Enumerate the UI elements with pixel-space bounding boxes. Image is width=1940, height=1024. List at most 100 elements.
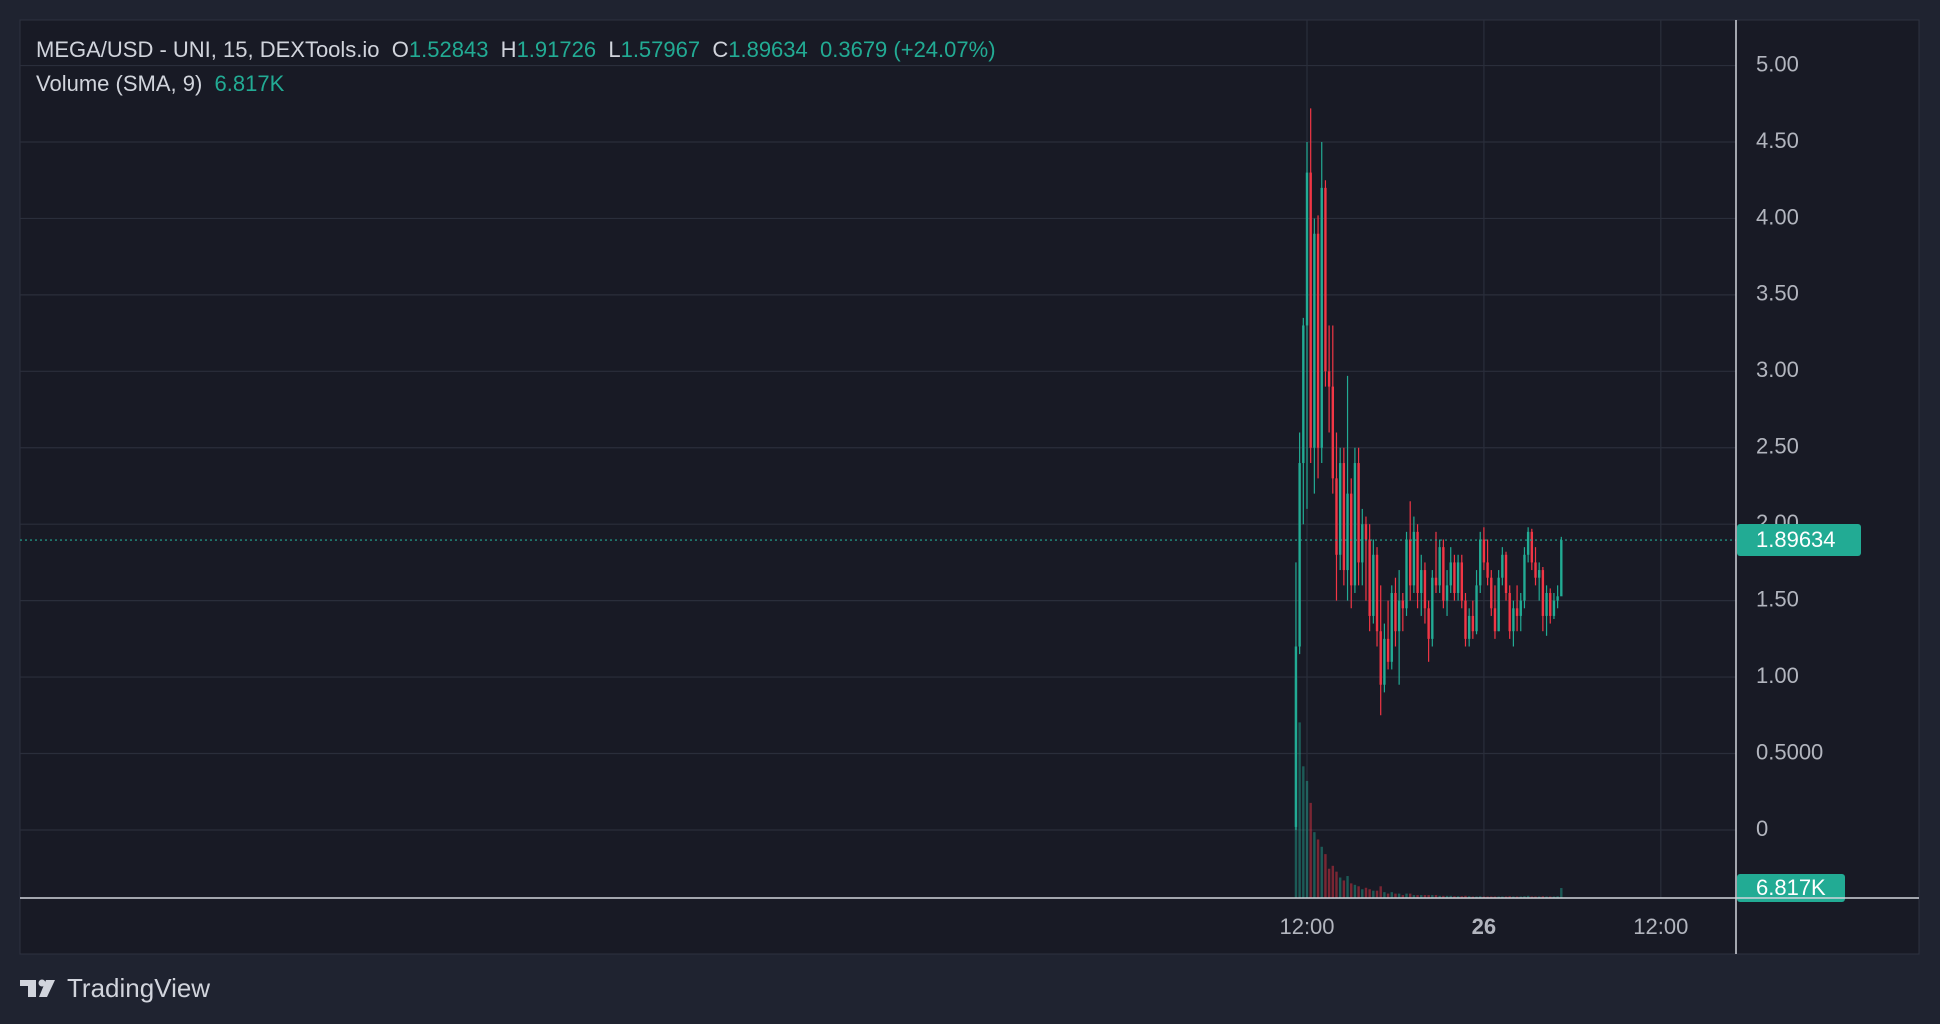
candle-body: [1493, 608, 1497, 632]
chart-frame: [19, 19, 1920, 955]
x-tick-label: 26: [1472, 914, 1496, 939]
candle-body: [1526, 531, 1530, 555]
candle-body: [1515, 608, 1519, 616]
volume-bar: [1408, 893, 1412, 898]
candle-body: [1460, 562, 1463, 601]
volume-bar: [1416, 895, 1419, 898]
volume-bar: [1401, 895, 1405, 898]
candle-body: [1335, 478, 1338, 555]
y-tick-label: 3.50: [1756, 281, 1799, 306]
volume-bar: [1390, 892, 1393, 898]
volume-bar: [1372, 890, 1375, 898]
candle-body: [1298, 463, 1301, 647]
candle-body: [1416, 531, 1419, 594]
volume-bar: [1460, 896, 1463, 898]
volume-bar: [1338, 877, 1342, 898]
volume-sma-label: 6.817K: [1756, 875, 1826, 900]
candle-body: [1442, 547, 1445, 601]
candle-body: [1523, 554, 1526, 601]
volume-bar: [1316, 839, 1320, 898]
candle-body: [1482, 539, 1486, 563]
candle-body: [1453, 562, 1456, 594]
legend-volume: Volume (SMA, 9) 6.817K: [36, 71, 284, 97]
volume-bar: [1320, 846, 1323, 898]
candle-body: [1305, 172, 1309, 326]
legend-main: MEGA/USD - UNI, 15, DEXTools.io O1.52843…: [36, 37, 996, 63]
volume-bar: [1298, 722, 1301, 898]
volume-bar: [1467, 896, 1471, 898]
candle-body: [1490, 577, 1493, 609]
volume-bar: [1464, 895, 1467, 898]
candle-body: [1346, 493, 1349, 571]
ohlc-label: L: [608, 37, 621, 62]
last-price-box: [1737, 524, 1861, 557]
volume-bar: [1324, 854, 1327, 898]
candle-body: [1479, 539, 1482, 586]
symbol-title: MEGA/USD - UNI, 15, DEXTools.io: [36, 37, 380, 62]
volume-bar: [1375, 890, 1379, 898]
candle-body: [1331, 386, 1334, 479]
volume-bar: [1386, 893, 1390, 898]
ohlc-value: 1.52843: [408, 37, 489, 62]
candle-body: [1324, 187, 1327, 372]
volume-bar: [1541, 896, 1545, 898]
volume-bar: [1456, 896, 1460, 898]
ohlc-label: O: [391, 37, 409, 62]
candle-body: [1464, 600, 1467, 639]
volume-bar: [1313, 832, 1316, 898]
candle-body: [1537, 570, 1541, 578]
candle-body: [1394, 593, 1397, 632]
y-tick-label: 0.5000: [1756, 739, 1823, 764]
candle-body: [1467, 615, 1471, 639]
change-value: 0.3679 (+24.07%): [820, 37, 996, 62]
volume-bar: [1346, 876, 1349, 898]
candle-body: [1397, 600, 1401, 632]
volume-bar: [1305, 780, 1309, 898]
candle-body: [1313, 233, 1316, 448]
volume-bar: [1479, 896, 1482, 898]
candle-body: [1338, 463, 1342, 555]
x-tick-label: 12:00: [1279, 914, 1334, 939]
volume-bar: [1405, 893, 1408, 898]
candle-body: [1497, 577, 1500, 632]
candle-body: [1401, 600, 1405, 609]
candle-body: [1420, 570, 1423, 594]
y-tick-label: 3.00: [1756, 357, 1799, 382]
y-tick-label: 1.00: [1756, 663, 1799, 688]
volume-bar: [1394, 893, 1397, 898]
candle-body: [1423, 570, 1427, 609]
volume-bar: [1427, 895, 1430, 898]
volume-bar: [1342, 880, 1346, 898]
candle-body: [1412, 531, 1416, 586]
volume-bar: [1445, 895, 1449, 898]
ohlc-value: 1.57967: [620, 37, 701, 62]
volume-sma-value: 6.817K: [214, 71, 285, 96]
volume-bar: [1442, 895, 1445, 898]
candle-body: [1552, 600, 1556, 616]
candle-body: [1486, 562, 1489, 578]
candle-body: [1427, 608, 1430, 639]
volume-bar: [1556, 896, 1559, 898]
volume-bar: [1560, 888, 1563, 898]
candle-body: [1368, 539, 1371, 616]
volume-bar: [1335, 871, 1338, 898]
volume-title: Volume (SMA, 9): [36, 71, 203, 96]
candle-body: [1519, 600, 1522, 616]
candle-body: [1501, 554, 1504, 578]
ohlc-label: C: [712, 37, 729, 62]
candle-body: [1431, 577, 1434, 639]
candle-body: [1353, 463, 1357, 586]
y-tick-label: 4.50: [1756, 128, 1799, 153]
volume-bar: [1364, 887, 1368, 898]
candle-body: [1475, 585, 1478, 632]
volume-bar: [1353, 884, 1357, 898]
volume-bar: [1412, 895, 1416, 898]
candle-body: [1357, 463, 1360, 563]
candle-body: [1530, 531, 1534, 563]
y-tick-label: 1.50: [1756, 586, 1799, 611]
logo-shape: [20, 980, 36, 997]
candle-body: [1534, 562, 1537, 578]
candle-body: [1408, 539, 1412, 586]
candle-body: [1342, 463, 1346, 571]
